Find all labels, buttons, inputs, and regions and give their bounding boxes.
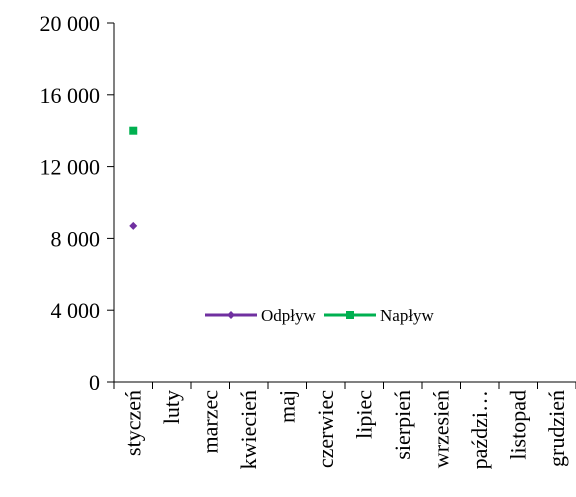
x-tick-label: sierpień	[390, 390, 415, 460]
x-tick-label: luty	[159, 390, 184, 424]
data-point	[129, 126, 138, 135]
x-tick-label: listopad	[505, 390, 530, 460]
y-axis: 0 4 000 8 000 12 000 16 000 20 000	[40, 11, 115, 395]
y-tick-label: 12 000	[40, 155, 101, 180]
legend-item: Napływ	[324, 306, 435, 325]
x-tick-label: styczeń	[120, 390, 145, 456]
legend-item: Odpływ	[205, 306, 317, 325]
series-layer	[129, 126, 138, 230]
y-tick-label: 20 000	[40, 11, 101, 36]
y-tick-label: 16 000	[40, 83, 101, 108]
series-Odpływ	[129, 221, 138, 230]
legend-label: Napływ	[380, 306, 435, 325]
y-tick-label: 0	[89, 370, 100, 395]
data-point	[129, 221, 138, 230]
series-Napływ	[129, 126, 138, 135]
legend-marker	[346, 311, 354, 319]
x-tick-label: kwiecień	[236, 390, 261, 469]
y-tick-label: 4 000	[51, 298, 101, 323]
x-axis: styczeń luty marzec kwiecień maj czerwiec lipi…	[113, 381, 576, 469]
legend-marker	[227, 311, 235, 319]
x-tick-label: wrzesień	[428, 390, 453, 468]
legend: Odpływ Napływ	[205, 306, 435, 325]
y-tick-label: 8 000	[51, 226, 101, 251]
x-tick-label: paździ…	[467, 390, 492, 469]
x-tick-label: marzec	[197, 390, 222, 454]
x-tick-label: czerwiec	[313, 390, 338, 468]
legend-label: Odpływ	[261, 306, 317, 325]
x-tick-label: lipiec	[351, 390, 376, 439]
x-tick-label: maj	[274, 390, 299, 423]
x-tick-label: grudzień	[544, 390, 569, 467]
